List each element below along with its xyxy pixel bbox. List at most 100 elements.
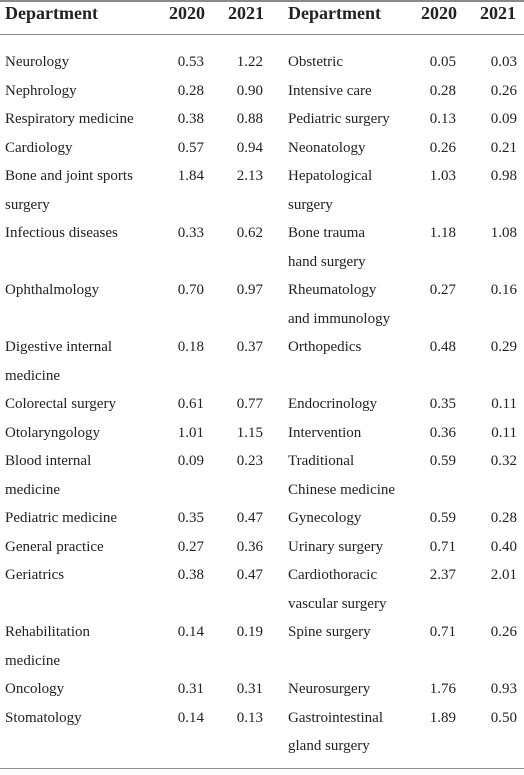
value-2021-right: 0.93 (490, 681, 517, 697)
department-name-line: Rehabilitation (5, 624, 90, 640)
value-2020-left: 0.38 (177, 111, 204, 127)
department-name-line: Stomatology (5, 709, 82, 726)
department-name-line: vascular surgery (288, 595, 387, 612)
value-2020-right: 1.03 (429, 168, 456, 184)
value-2021-left: 0.19 (236, 624, 263, 640)
value-2020-left: 0.14 (177, 709, 204, 726)
value-2020-left: 0.33 (177, 225, 204, 241)
header-department-left: Department (5, 3, 98, 23)
department-name-line: Intensive care (288, 82, 372, 99)
department-name-line: medicine (5, 367, 60, 384)
department-left: Blood internal medicine (5, 447, 165, 504)
value-2021-right: 0.03 (490, 54, 517, 70)
header-rule (0, 34, 524, 35)
value-2021-right: 0.29 (490, 339, 517, 355)
department-name-line: Bone trauma (288, 225, 366, 241)
department-left: General practice (5, 533, 165, 562)
department-right: Pediatric surgery (288, 105, 414, 134)
value-2020-left: 0.57 (177, 139, 204, 156)
department-left: Respiratory medicine (5, 105, 165, 134)
department-name-line: Traditional (288, 453, 355, 469)
value-2021-left: 1.15 (236, 424, 263, 441)
value-2020-left: 0.28 (177, 82, 204, 99)
department-name-line: Respiratory medicine (5, 111, 134, 127)
department-right: Neonatology (288, 134, 414, 163)
table-row: Otolaryngology 1.01 1.15 Intervention 0.36 0.… (0, 419, 524, 448)
department-right: Gastrointestinal gland surgery (288, 704, 414, 761)
value-2021-left: 1.22 (236, 54, 263, 70)
value-2021-right: 0.50 (490, 709, 517, 726)
department-left: Bone and joint sports surgery (5, 162, 165, 219)
department-name-line: surgery (5, 196, 50, 213)
department-left: Geriatrics (5, 561, 165, 590)
header-2021-right: 2021 (480, 3, 516, 23)
value-2020-left: 0.27 (177, 538, 204, 555)
value-2021-left: 0.13 (236, 709, 263, 726)
header-2021-left: 2021 (228, 3, 264, 23)
value-2020-right: 0.59 (429, 453, 456, 469)
value-2021-left: 2.13 (236, 168, 263, 184)
value-2020-left: 1.84 (177, 168, 204, 184)
value-2021-right: 0.98 (490, 168, 517, 184)
table-row: General practice 0.27 0.36 Urinary surgery 0… (0, 533, 524, 562)
value-2020-right: 0.71 (429, 538, 456, 555)
value-2020-left: 0.31 (177, 681, 204, 697)
value-2020-right: 0.48 (429, 339, 456, 355)
value-2021-left: 0.47 (236, 510, 263, 526)
value-2021-right: 1.08 (490, 225, 517, 241)
department-name-line: Gastrointestinal (288, 709, 383, 726)
department-right: Obstetric (288, 48, 414, 77)
department-name-line: Ophthalmology (5, 282, 100, 298)
value-2020-right: 2.37 (429, 567, 456, 583)
value-2020-right: 0.27 (429, 282, 456, 298)
department-name-line: Neonatology (288, 139, 366, 156)
table-row: Bone and joint sports surgery 1.84 2.13 Hepa… (0, 162, 524, 219)
department-name-line: hand surgery (288, 253, 366, 270)
department-name-line: Urinary surgery (288, 538, 384, 555)
department-name-line: Pediatric medicine (5, 510, 118, 526)
value-2021-right: 0.32 (490, 453, 517, 469)
header-2020-left: 2020 (169, 3, 205, 23)
department-name-line: Chinese medicine (288, 481, 396, 498)
department-right: Spine surgery (288, 618, 414, 647)
value-2021-left: 0.47 (236, 567, 263, 583)
department-right: Bone trauma hand surgery (288, 219, 414, 276)
department-right: Intensive care (288, 77, 414, 106)
department-name-line: medicine (5, 652, 60, 669)
department-left: Stomatology (5, 704, 165, 733)
table-row: Oncology 0.31 0.31 Neurosurgery 1.76 0.93 (0, 675, 524, 704)
table-bottom-rule (0, 768, 524, 769)
department-left: Pediatric medicine (5, 504, 165, 533)
value-2021-left: 0.62 (236, 225, 263, 241)
department-name-line: Cardiothoracic (288, 567, 378, 583)
department-right: Orthopedics (288, 333, 414, 362)
table-row: Rehabilitation medicine 0.14 0.19 Spine surg… (0, 618, 524, 675)
department-right: Rheumatology and immunology (288, 276, 414, 333)
value-2020-left: 0.18 (177, 339, 204, 355)
department-name-line: gland surgery (288, 738, 370, 754)
department-name-line: Nephrology (5, 82, 77, 99)
department-name-line: Oncology (5, 681, 65, 697)
value-2021-right: 2.01 (490, 567, 517, 583)
department-left: Nephrology (5, 77, 165, 106)
value-2021-left: 0.94 (236, 139, 263, 156)
value-2021-right: 0.11 (491, 424, 517, 441)
value-2021-right: 0.40 (490, 538, 517, 555)
header-2020-right: 2020 (421, 3, 457, 23)
value-2020-left: 0.14 (177, 624, 204, 640)
department-name-line: Otolaryngology (5, 424, 100, 441)
value-2020-left: 0.38 (177, 567, 204, 583)
value-2020-right: 0.35 (429, 396, 456, 412)
department-left: Rehabilitation medicine (5, 618, 165, 675)
department-name-line: Cardiology (5, 139, 73, 156)
department-left: Cardiology (5, 134, 165, 163)
value-2021-right: 0.26 (490, 82, 517, 99)
value-2021-right: 0.11 (491, 396, 517, 412)
department-name-line: Neurosurgery (288, 681, 371, 697)
table-row: Ophthalmology 0.70 0.97 Rheumatology and imm… (0, 276, 524, 333)
department-name-line: Blood internal (5, 453, 92, 469)
value-2020-right: 0.28 (429, 82, 456, 99)
department-name-line: Gynecology (288, 510, 362, 526)
table-row: Colorectal surgery 0.61 0.77 Endocrinology 0… (0, 390, 524, 419)
